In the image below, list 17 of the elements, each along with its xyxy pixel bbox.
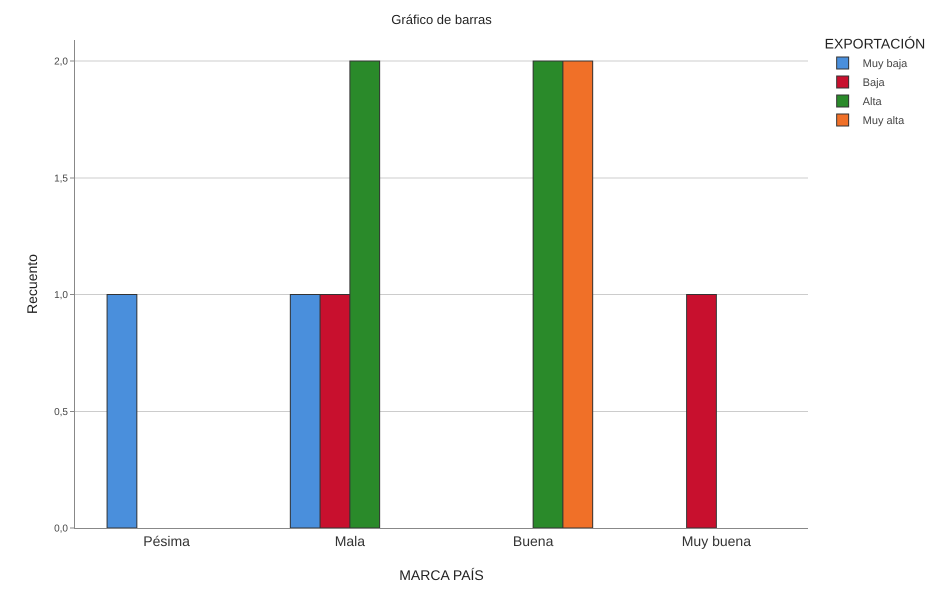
x-axis-title: MARCA PAÍS <box>399 567 484 583</box>
x-tick-label: Buena <box>512 532 554 549</box>
y-tick-label: 0,5 <box>54 406 68 418</box>
legend-title: EXPORTACIÓN <box>824 35 926 52</box>
legend-label: Baja <box>862 77 886 90</box>
x-tick-label: Muy buena <box>682 532 752 549</box>
x-tick-label: Mala <box>334 532 366 549</box>
legend-label: Muy baja <box>862 58 908 70</box>
x-tick-label: Pésima <box>143 532 190 549</box>
chart-title: Gráfico de barras <box>391 12 492 28</box>
y-tick-label: 0,0 <box>54 524 68 534</box>
y-axis-title: Recuento <box>24 254 40 314</box>
legend-label: Alta <box>862 96 882 108</box>
y-tick-label: 1,0 <box>54 290 68 302</box>
y-tick-label: 2,0 <box>54 56 68 68</box>
legend-label: Muy alta <box>862 115 906 128</box>
y-tick-label: 1,5 <box>54 173 68 184</box>
